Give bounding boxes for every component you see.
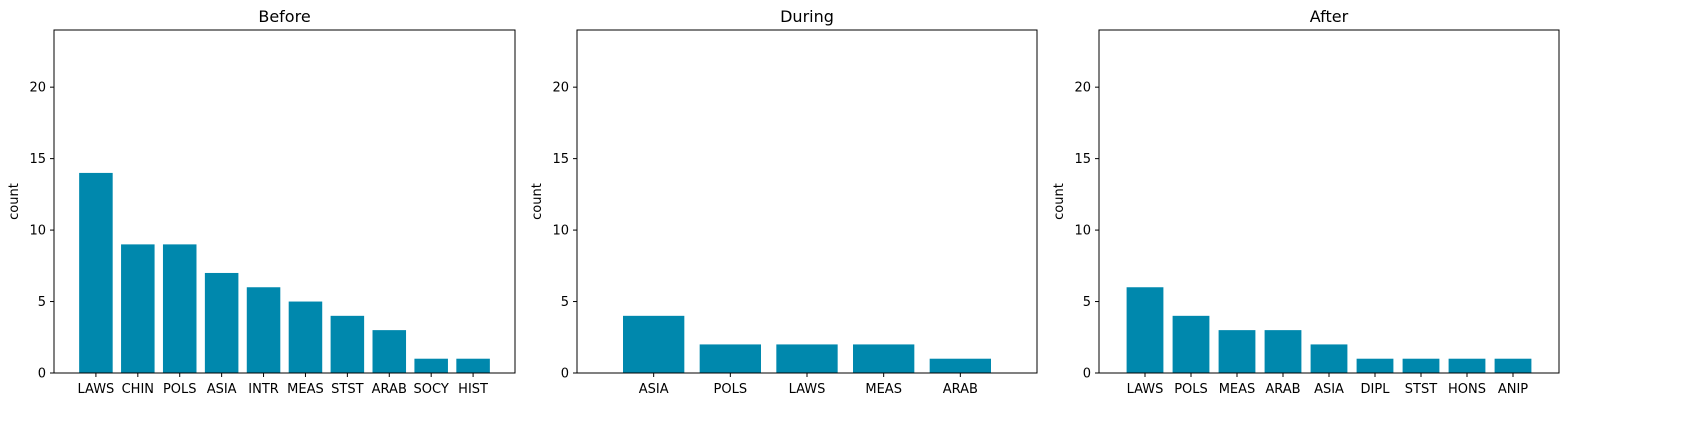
bar-before-intr xyxy=(246,287,281,373)
bar-after-stst xyxy=(1402,358,1440,373)
chart-panel-before: LAWS CHIN POLS ASIA INTR MEAS STST ARAB SOCY HIST… xyxy=(7,7,516,397)
y-tick-label-during-5: 5 xyxy=(561,295,569,310)
x-tick-label-after-stst: STST xyxy=(1405,382,1437,397)
x-tick-label-before-chin: CHIN xyxy=(122,382,154,397)
x-tick-label-after-meas: MEAS xyxy=(1219,382,1256,397)
bar-during-asia xyxy=(623,315,685,373)
x-tick-label-after-hons: HONS xyxy=(1448,382,1486,397)
bar-before-meas xyxy=(288,301,323,373)
bar-before-stst xyxy=(330,315,365,373)
bar-before-socy xyxy=(414,358,448,373)
bar-after-dipl xyxy=(1356,358,1394,373)
axes-frame-before xyxy=(53,29,516,374)
y-tick-label-before-20: 20 xyxy=(29,81,46,96)
x-tick-label-during-laws: LAWS xyxy=(789,382,826,397)
y-axis-label-before: count xyxy=(7,183,22,220)
bar-before-chin xyxy=(121,244,155,374)
x-tick-label-after-arab: ARAB xyxy=(1265,382,1300,397)
chart-panel-during: ASIA POLS LAWS MEAS ARAB 0 5 10 15 20 count During xyxy=(530,7,1038,397)
bar-before-asia xyxy=(204,272,239,373)
y-tick-label-during-20: 20 xyxy=(552,81,569,96)
y-tick-label-after-20: 20 xyxy=(1074,81,1091,96)
x-tick-label-after-laws: LAWS xyxy=(1127,382,1164,397)
y-tick-label-before-5: 5 xyxy=(38,295,46,310)
bar-after-arab xyxy=(1264,330,1302,374)
x-tick-label-after-anip: ANIP xyxy=(1498,382,1528,397)
bar-during-pols xyxy=(699,344,761,373)
bar-after-pols xyxy=(1172,315,1210,373)
bar-after-meas xyxy=(1218,330,1256,374)
y-axis-label-during: count xyxy=(530,183,545,220)
panel-title-after: After xyxy=(1310,7,1349,26)
x-tick-label-before-asia: ASIA xyxy=(207,382,237,397)
y-tick-label-during-0: 0 xyxy=(561,367,569,382)
bar-before-laws xyxy=(79,172,113,373)
bar-before-arab xyxy=(372,330,407,374)
y-tick-label-before-15: 15 xyxy=(29,152,46,167)
bar-before-pols xyxy=(162,244,197,374)
x-tick-label-after-dipl: DIPL xyxy=(1361,382,1391,397)
bar-before-hist xyxy=(456,358,490,373)
bar-during-laws xyxy=(776,344,838,373)
bar-during-arab xyxy=(929,358,991,373)
y-tick-label-after-0: 0 xyxy=(1083,367,1091,382)
x-tick-label-after-pols: POLS xyxy=(1174,382,1208,397)
y-axis-label-after: count xyxy=(1052,183,1067,220)
x-tick-label-before-socy: SOCY xyxy=(414,382,449,397)
panel-title-during: During xyxy=(780,7,834,26)
axes-frame-after xyxy=(1098,29,1560,374)
y-tick-label-after-15: 15 xyxy=(1074,152,1091,167)
x-tick-label-after-asia: ASIA xyxy=(1314,382,1344,397)
y-tick-label-before-10: 10 xyxy=(29,224,46,239)
x-tick-label-before-meas: MEAS xyxy=(287,382,324,397)
chart-panel-after: LAWS POLS MEAS ARAB ASIA DIPL STST HONS ANIP 0 5 10… xyxy=(1052,7,1560,397)
panel-title-before: Before xyxy=(258,7,310,26)
bar-after-laws xyxy=(1126,287,1164,373)
y-tick-label-after-10: 10 xyxy=(1074,224,1091,239)
bar-after-hons xyxy=(1448,358,1486,373)
x-tick-label-before-arab: ARAB xyxy=(372,382,407,397)
x-tick-label-before-pols: POLS xyxy=(163,382,197,397)
y-tick-label-after-5: 5 xyxy=(1083,295,1091,310)
bar-after-asia xyxy=(1310,344,1348,373)
y-tick-label-before-0: 0 xyxy=(38,367,46,382)
x-tick-label-during-pols: POLS xyxy=(714,382,748,397)
x-tick-label-during-arab: ARAB xyxy=(943,382,978,397)
x-tick-label-during-meas: MEAS xyxy=(865,382,902,397)
x-tick-label-before-stst: STST xyxy=(331,382,363,397)
y-tick-label-during-15: 15 xyxy=(552,152,569,167)
bar-after-anip xyxy=(1494,358,1532,373)
bar-during-meas xyxy=(853,344,915,373)
y-tick-label-during-10: 10 xyxy=(552,224,569,239)
x-tick-label-before-laws: LAWS xyxy=(77,382,114,397)
x-tick-label-before-intr: INTR xyxy=(248,382,279,397)
x-tick-label-during-asia: ASIA xyxy=(639,382,669,397)
x-tick-label-before-hist: HIST xyxy=(458,382,488,397)
